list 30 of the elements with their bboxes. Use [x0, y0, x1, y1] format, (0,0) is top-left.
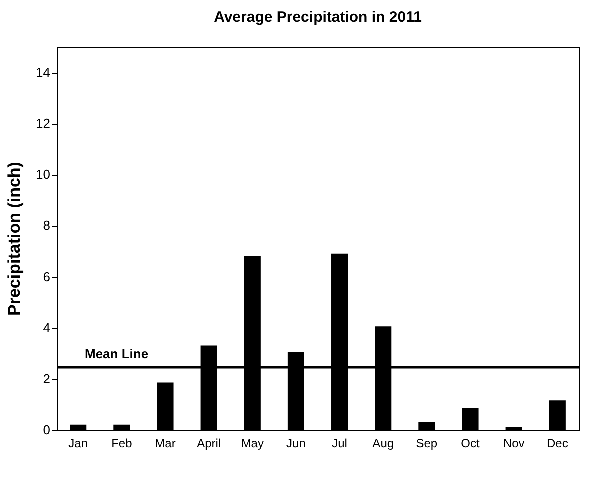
bar	[462, 408, 479, 430]
y-tick-label: 2	[43, 371, 50, 386]
x-tick-label: May	[241, 436, 264, 450]
x-tick-label: Feb	[112, 436, 133, 450]
y-tick-label: 4	[43, 320, 50, 336]
y-tick-label: 6	[43, 269, 50, 284]
ref-line-label: Mean Line	[85, 346, 149, 362]
y-tick-label: 0	[43, 422, 50, 438]
y-tick-label: 14	[36, 65, 50, 80]
bar	[418, 422, 436, 430]
bar	[506, 427, 522, 430]
bar	[549, 400, 566, 430]
bar	[114, 424, 130, 430]
x-tick-label: Aug	[372, 436, 394, 450]
y-tick-label: 10	[36, 167, 50, 182]
bar	[70, 424, 87, 430]
x-tick-label: April	[197, 436, 222, 450]
x-tick-label: Jun	[286, 436, 306, 450]
y-tick-label: 12	[36, 116, 50, 132]
y-tick-label: 8	[43, 218, 50, 234]
y-axis-title: Precipitation (inch)	[5, 162, 24, 316]
x-tick-label: Mar	[155, 436, 176, 450]
x-tick-label: Jan	[68, 436, 88, 450]
x-tick-label: Sep	[416, 436, 438, 450]
x-tick-label: Nov	[503, 436, 525, 450]
x-tick-label: Dec	[546, 436, 568, 450]
bar	[157, 382, 174, 430]
chart-title: Average Precipitation in 2011	[214, 9, 422, 26]
x-tick-label: Jul	[332, 436, 348, 450]
x-tick-label: Oct	[461, 436, 480, 450]
